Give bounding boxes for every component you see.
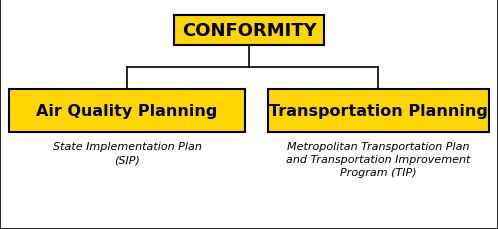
- Text: State Implementation Plan
(SIP): State Implementation Plan (SIP): [53, 141, 201, 164]
- Text: CONFORMITY: CONFORMITY: [182, 22, 316, 40]
- FancyBboxPatch shape: [174, 16, 324, 46]
- Text: Air Quality Planning: Air Quality Planning: [36, 104, 218, 119]
- Text: Metropolitan Transportation Plan
and Transportation Improvement
Program (TIP): Metropolitan Transportation Plan and Tra…: [286, 141, 471, 178]
- FancyBboxPatch shape: [268, 90, 489, 132]
- Text: Transportation Planning: Transportation Planning: [269, 104, 488, 119]
- FancyBboxPatch shape: [9, 90, 245, 132]
